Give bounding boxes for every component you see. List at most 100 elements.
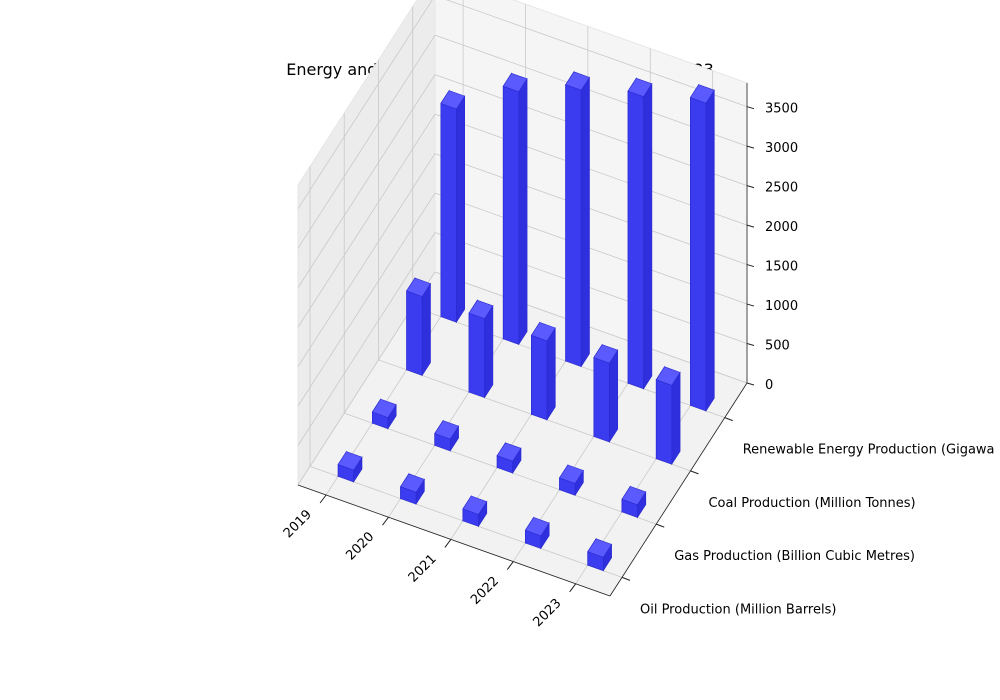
bar-face	[468, 312, 485, 399]
z-tick	[746, 264, 755, 268]
x-tick	[506, 561, 514, 570]
bar-face	[400, 473, 425, 493]
z-tick	[746, 185, 755, 189]
bar-2023-series-2	[655, 365, 681, 466]
bar-face	[502, 72, 528, 93]
bar-face	[565, 71, 590, 91]
y-tick	[690, 470, 699, 475]
x-tick	[444, 539, 452, 548]
bar-face	[531, 334, 548, 421]
bar-face	[524, 517, 550, 537]
bar-face	[371, 398, 397, 418]
bar-2020-series-1	[434, 419, 460, 452]
y-tick-label: Coal Production (Million Tonnes)	[708, 496, 915, 511]
bar-face	[502, 85, 520, 345]
bar-face	[671, 371, 681, 466]
bar-face	[434, 420, 460, 440]
left-grid-z	[297, 34, 436, 249]
bar-face	[609, 349, 619, 444]
bar-face	[456, 95, 466, 324]
left-grid-z	[297, 74, 436, 288]
bar-face	[406, 277, 431, 297]
x-tick	[382, 516, 389, 526]
bar-face	[593, 344, 619, 364]
y-tick	[621, 576, 631, 581]
left-grid-z	[297, 232, 436, 446]
y-axis-line	[609, 382, 748, 597]
x-tick-label: 2020	[343, 529, 377, 563]
bar-face	[440, 102, 457, 323]
bar-2023-series-0	[587, 537, 613, 572]
bar-face	[690, 97, 707, 412]
bar-2021-series-2	[530, 321, 556, 421]
x-tick	[319, 494, 327, 504]
y-tick-label: Gas Production (Billion Cubic Metres)	[674, 549, 915, 564]
z-tick-label: 2500	[765, 181, 798, 196]
y-tick-label: Oil Production (Million Barrels)	[640, 602, 836, 617]
bar-2020-series-0	[400, 472, 425, 506]
bar-face	[621, 486, 647, 506]
x-axis-line	[297, 484, 611, 597]
bar-face	[655, 366, 681, 386]
bar-face	[440, 90, 466, 110]
bar-face	[468, 299, 494, 320]
bar-2019-series-0	[337, 450, 363, 483]
x-tick-label: 2019	[281, 507, 315, 541]
bar-2019-series-2	[406, 276, 431, 377]
z-tick-label: 0	[765, 378, 773, 393]
bar-face	[421, 282, 431, 377]
bar-face	[627, 90, 644, 390]
bar-2022-series-1	[559, 463, 584, 497]
bar-2019-series-1	[371, 398, 397, 430]
bar-face	[705, 89, 715, 413]
z-tick	[746, 106, 755, 110]
y-tick	[656, 523, 665, 528]
x-tick-label: 2023	[531, 596, 565, 630]
left-grid-z	[297, 113, 436, 328]
bar-face	[337, 451, 363, 471]
bar-face	[496, 442, 522, 462]
z-tick	[746, 303, 755, 307]
left-grid-z	[297, 153, 436, 367]
bar-face	[462, 495, 488, 515]
y-tick-label: Renewable Energy Production (Gigawa	[743, 443, 995, 458]
bar-2023-series-1	[621, 485, 647, 519]
bar-face	[587, 538, 613, 558]
bar-face	[655, 379, 673, 465]
bar-2021-series-0	[462, 494, 488, 528]
z-tick	[746, 343, 755, 347]
left-grid-z	[297, 192, 436, 407]
z-tick	[746, 382, 755, 386]
bar-face	[593, 357, 610, 443]
bar-2022-series-0	[524, 516, 550, 550]
z-tick	[746, 145, 755, 149]
bar-face	[559, 464, 584, 484]
x-tick	[569, 583, 577, 593]
bar-face	[484, 304, 494, 399]
bar-2023-series-3	[689, 83, 715, 413]
z-tick-label: 500	[765, 339, 790, 354]
bar-face	[565, 84, 582, 368]
bar-2020-series-3	[502, 72, 528, 346]
x-tick-label: 2022	[468, 574, 502, 608]
bar-2021-series-3	[565, 70, 590, 368]
z-tick-label: 1500	[765, 260, 798, 275]
bar-2020-series-2	[468, 299, 494, 399]
left-grid-z	[297, 0, 433, 209]
z-tick-label: 1000	[765, 299, 798, 314]
bar-2022-series-2	[593, 343, 619, 444]
bar-2022-series-3	[627, 77, 653, 390]
bar-face	[518, 77, 528, 346]
bar-2019-series-3	[440, 89, 466, 324]
z-tick	[746, 224, 755, 228]
bar-2021-series-1	[496, 441, 522, 475]
z-tick-label: 3000	[765, 141, 798, 156]
y-tick	[724, 417, 733, 422]
z-tick-label: 3500	[765, 102, 798, 117]
bar-face	[580, 76, 590, 368]
bar-face	[406, 290, 423, 376]
bar-face	[530, 322, 556, 342]
bar-face	[627, 77, 653, 97]
z-tick-label: 2000	[765, 220, 798, 235]
